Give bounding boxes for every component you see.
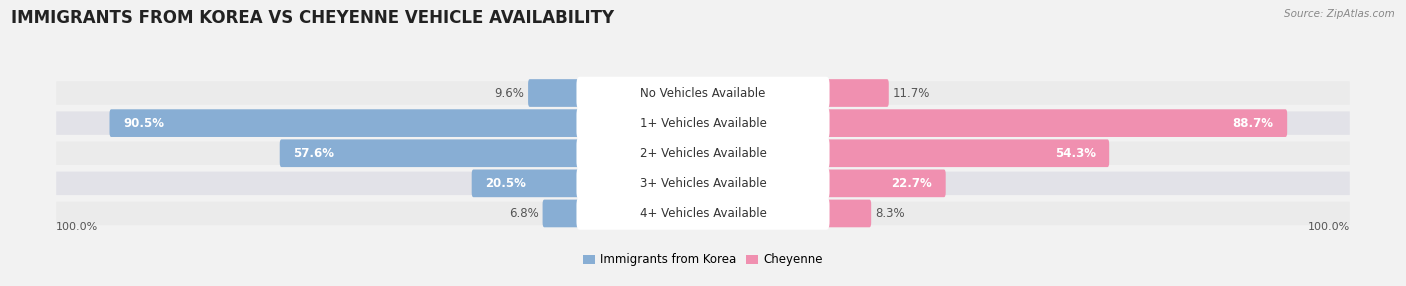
FancyBboxPatch shape bbox=[825, 109, 1286, 137]
FancyBboxPatch shape bbox=[471, 170, 581, 197]
FancyBboxPatch shape bbox=[56, 202, 1350, 225]
Text: 9.6%: 9.6% bbox=[494, 87, 524, 100]
Text: 20.5%: 20.5% bbox=[485, 177, 526, 190]
FancyBboxPatch shape bbox=[110, 109, 581, 137]
Text: 90.5%: 90.5% bbox=[124, 117, 165, 130]
FancyBboxPatch shape bbox=[56, 111, 1350, 135]
Legend: Immigrants from Korea, Cheyenne: Immigrants from Korea, Cheyenne bbox=[582, 253, 824, 266]
FancyBboxPatch shape bbox=[576, 197, 830, 230]
Text: IMMIGRANTS FROM KOREA VS CHEYENNE VEHICLE AVAILABILITY: IMMIGRANTS FROM KOREA VS CHEYENNE VEHICL… bbox=[11, 9, 614, 27]
FancyBboxPatch shape bbox=[576, 167, 830, 200]
FancyBboxPatch shape bbox=[576, 77, 830, 109]
FancyBboxPatch shape bbox=[56, 172, 1350, 195]
Text: No Vehicles Available: No Vehicles Available bbox=[640, 87, 766, 100]
FancyBboxPatch shape bbox=[825, 200, 872, 227]
FancyBboxPatch shape bbox=[56, 142, 1350, 165]
Text: Source: ZipAtlas.com: Source: ZipAtlas.com bbox=[1284, 9, 1395, 19]
Text: 8.3%: 8.3% bbox=[876, 207, 905, 220]
Text: 100.0%: 100.0% bbox=[1308, 222, 1350, 232]
Text: 1+ Vehicles Available: 1+ Vehicles Available bbox=[640, 117, 766, 130]
Text: 57.6%: 57.6% bbox=[294, 147, 335, 160]
FancyBboxPatch shape bbox=[543, 200, 581, 227]
Text: 11.7%: 11.7% bbox=[893, 87, 931, 100]
FancyBboxPatch shape bbox=[56, 81, 1350, 105]
Text: 88.7%: 88.7% bbox=[1233, 117, 1274, 130]
FancyBboxPatch shape bbox=[825, 170, 946, 197]
Text: 6.8%: 6.8% bbox=[509, 207, 538, 220]
FancyBboxPatch shape bbox=[576, 107, 830, 139]
FancyBboxPatch shape bbox=[825, 139, 1109, 167]
FancyBboxPatch shape bbox=[529, 79, 581, 107]
FancyBboxPatch shape bbox=[280, 139, 581, 167]
Text: 54.3%: 54.3% bbox=[1054, 147, 1095, 160]
Text: 4+ Vehicles Available: 4+ Vehicles Available bbox=[640, 207, 766, 220]
Text: 22.7%: 22.7% bbox=[891, 177, 932, 190]
Text: 3+ Vehicles Available: 3+ Vehicles Available bbox=[640, 177, 766, 190]
Text: 100.0%: 100.0% bbox=[56, 222, 98, 232]
FancyBboxPatch shape bbox=[576, 137, 830, 170]
FancyBboxPatch shape bbox=[825, 79, 889, 107]
Text: 2+ Vehicles Available: 2+ Vehicles Available bbox=[640, 147, 766, 160]
